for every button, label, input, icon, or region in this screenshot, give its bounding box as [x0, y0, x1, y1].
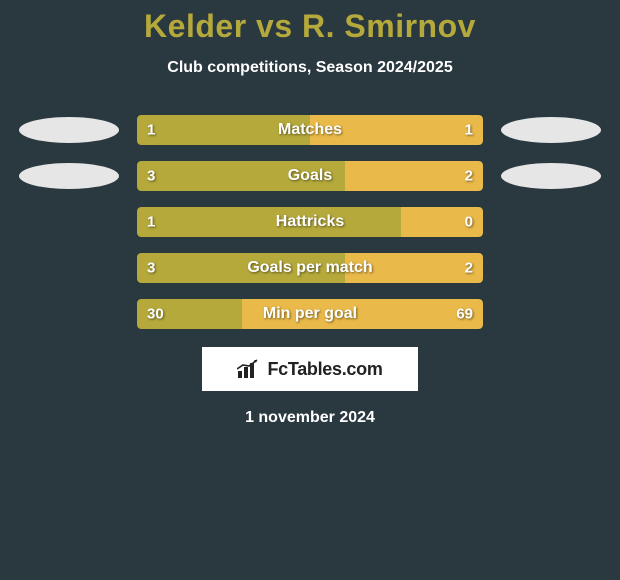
right-ellipse	[501, 301, 601, 327]
stat-label: Min per goal	[263, 305, 357, 323]
left-value: 1	[147, 214, 155, 231]
bar-right-fill	[345, 161, 483, 191]
stat-bar: 3 2 Goals per match	[137, 253, 483, 283]
stat-row: 1 1 Matches	[0, 115, 620, 145]
left-value: 3	[147, 168, 155, 185]
right-value: 1	[465, 122, 473, 139]
stat-label: Matches	[278, 121, 342, 139]
right-value: 0	[465, 214, 473, 231]
date-label: 1 november 2024	[0, 409, 620, 427]
left-value: 30	[147, 306, 164, 323]
left-ellipse	[19, 117, 119, 143]
stat-bar: 1 0 Hattricks	[137, 207, 483, 237]
left-ellipse	[19, 209, 119, 235]
stat-row: 30 69 Min per goal	[0, 299, 620, 329]
right-ellipse	[501, 209, 601, 235]
right-value: 69	[456, 306, 473, 323]
chart-icon	[237, 359, 261, 379]
left-value: 1	[147, 122, 155, 139]
logo-text: FcTables.com	[267, 359, 382, 380]
right-ellipse	[501, 163, 601, 189]
left-ellipse	[19, 255, 119, 281]
stat-row: 3 2 Goals per match	[0, 253, 620, 283]
stat-bar: 3 2 Goals	[137, 161, 483, 191]
stat-rows: 1 1 Matches 3 2 Goals 1 0 Hattricks 3 2 Goals per m…	[0, 115, 620, 329]
right-ellipse	[501, 117, 601, 143]
stat-label: Goals	[288, 167, 332, 185]
stat-label: Hattricks	[276, 213, 344, 231]
left-value: 3	[147, 260, 155, 277]
right-value: 2	[465, 260, 473, 277]
left-ellipse	[19, 163, 119, 189]
stat-bar: 30 69 Min per goal	[137, 299, 483, 329]
source-logo: FcTables.com	[202, 347, 418, 391]
bar-left-fill	[137, 207, 401, 237]
stat-row: 3 2 Goals	[0, 161, 620, 191]
left-ellipse	[19, 301, 119, 327]
stat-label: Goals per match	[247, 259, 372, 277]
page-title: Kelder vs R. Smirnov	[0, 8, 620, 45]
comparison-card: Kelder vs R. Smirnov Club competitions, …	[0, 0, 620, 427]
subtitle: Club competitions, Season 2024/2025	[0, 59, 620, 77]
right-ellipse	[501, 255, 601, 281]
stat-bar: 1 1 Matches	[137, 115, 483, 145]
stat-row: 1 0 Hattricks	[0, 207, 620, 237]
right-value: 2	[465, 168, 473, 185]
